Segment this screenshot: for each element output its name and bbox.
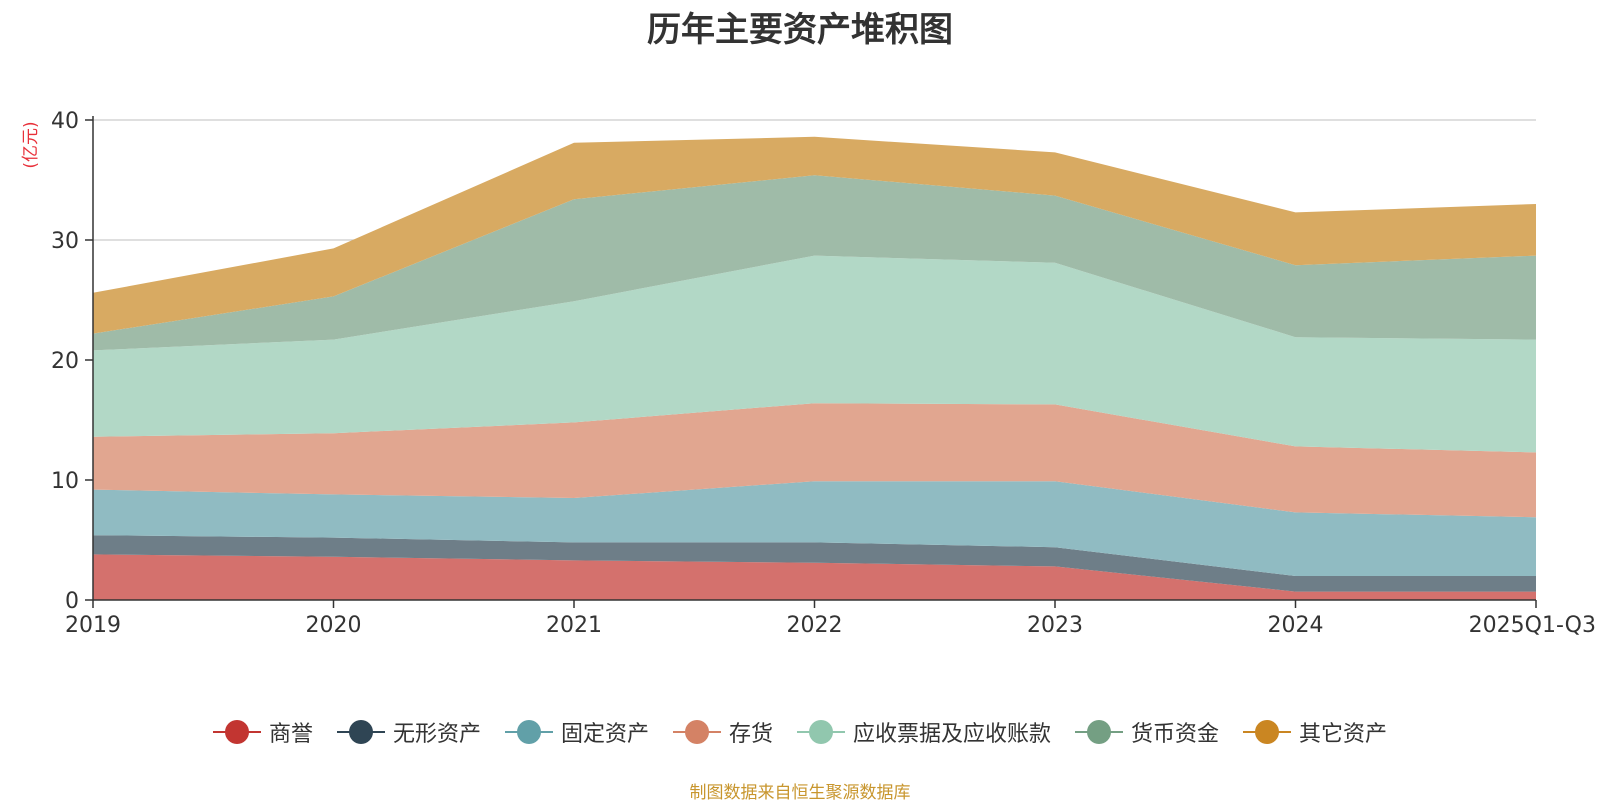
x-tick-label: 2022 [787, 613, 843, 638]
chart-title: 历年主要资产堆积图 [647, 10, 953, 50]
area-固定资产[interactable] [93, 481, 1536, 576]
legend-item[interactable]: 存货 [672, 716, 773, 748]
legend-marker-icon [1075, 719, 1124, 745]
legend-item[interactable]: 无形资产 [336, 716, 481, 748]
legend-marker-icon [672, 719, 721, 745]
area-无形资产[interactable] [93, 535, 1536, 592]
legend-marker-icon [504, 719, 553, 745]
y-tick-label: 10 [51, 469, 79, 494]
x-tick-label: 2023 [1027, 613, 1083, 638]
y-tick-label: 20 [51, 349, 79, 374]
area-存货[interactable] [93, 403, 1536, 518]
legend-marker-icon [336, 719, 385, 745]
legend-label: 固定资产 [560, 722, 649, 747]
x-tick-label: 2021 [546, 613, 602, 638]
y-tick-label: 30 [51, 229, 79, 254]
legend-label: 货币资金 [1131, 722, 1220, 747]
x-tick-label: 2020 [306, 613, 362, 638]
y-tick-label: 40 [51, 109, 79, 134]
legend: 商誉 无形资产 固定资产 存货 应收票据及应收账款 货币资金 其它资产 [0, 716, 1600, 748]
legend-label: 无形资产 [392, 722, 481, 747]
area-应收票据及应收账款[interactable] [93, 255, 1536, 453]
x-tick-label: 2019 [65, 613, 121, 638]
y-tick-label: 0 [65, 589, 79, 614]
y-axis-label: (亿元) [21, 121, 41, 168]
legend-marker-icon [212, 719, 261, 745]
x-tick-label: 2025Q1-Q3 [1469, 613, 1596, 638]
legend-label: 其它资产 [1299, 722, 1388, 747]
area-商誉[interactable] [93, 554, 1536, 600]
area-series [93, 136, 1536, 600]
legend-item[interactable]: 其它资产 [1243, 716, 1387, 748]
legend-item[interactable]: 应收票据及应收账款 [797, 716, 1051, 748]
legend-label: 应收票据及应收账款 [853, 722, 1052, 747]
area-其它资产[interactable] [93, 136, 1536, 334]
x-tick-label: 2024 [1268, 613, 1324, 638]
axes: 0 10 20 30 40 2019 2020 2021 2022 2023 2024 2025Q1-… [51, 109, 1596, 638]
area-货币资金[interactable] [93, 175, 1536, 351]
legend-label: 存货 [728, 722, 773, 747]
legend-item[interactable]: 货币资金 [1075, 716, 1219, 748]
legend-marker-icon [1243, 719, 1292, 745]
legend-item[interactable]: 固定资产 [504, 716, 649, 748]
source-note: 制图数据来自恒生聚源数据库 [689, 783, 911, 803]
legend-marker-icon [797, 719, 845, 745]
legend-label: 商誉 [268, 722, 313, 747]
legend-item[interactable]: 商誉 [212, 716, 313, 748]
